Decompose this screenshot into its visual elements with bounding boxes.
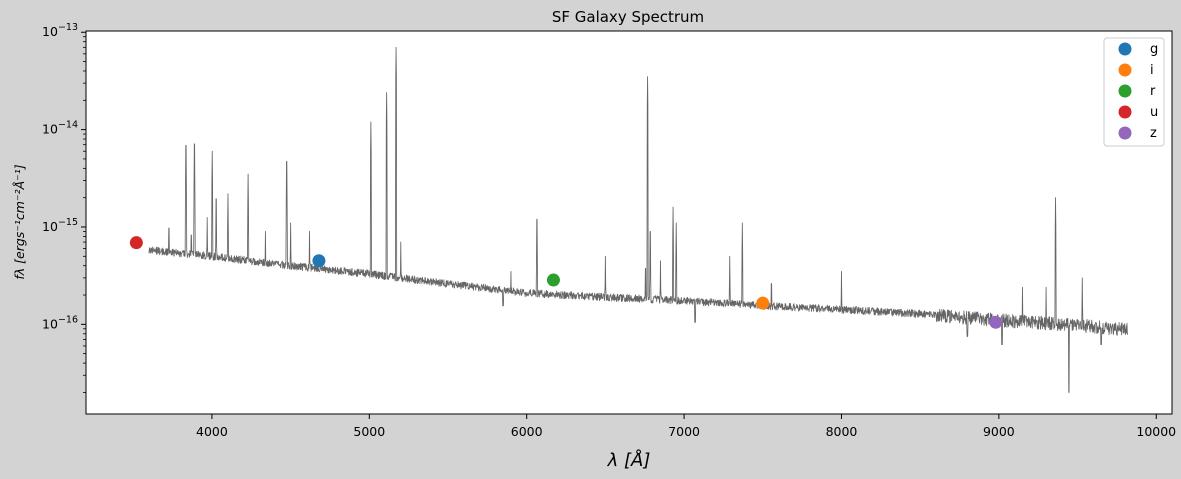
legend-marker-i bbox=[1118, 63, 1132, 77]
legend-marker-g bbox=[1118, 42, 1132, 56]
band-point-r bbox=[546, 273, 560, 287]
legend-marker-z bbox=[1118, 126, 1132, 140]
spectrum-line bbox=[148, 46, 1129, 393]
x-tick-label-4000: 4000 bbox=[196, 424, 228, 439]
x-tick-label-6000: 6000 bbox=[511, 424, 543, 439]
band-point-g bbox=[312, 254, 326, 268]
legend-label-g: g bbox=[1150, 42, 1158, 57]
spectrum-layer bbox=[148, 46, 1129, 393]
x-axis-label: λ [Å] bbox=[607, 449, 651, 471]
x-tick-label-5000: 5000 bbox=[353, 424, 385, 439]
x-axis: 4000 5000 6000 7000 8000 9000 10000 bbox=[196, 414, 1176, 439]
legend-label-u: u bbox=[1150, 105, 1158, 120]
plot-frame bbox=[85, 30, 1173, 415]
legend-label-i: i bbox=[1150, 63, 1154, 78]
x-tick-label-9000: 9000 bbox=[983, 424, 1015, 439]
x-tick-label-8000: 8000 bbox=[826, 424, 858, 439]
legend-label-r: r bbox=[1150, 84, 1156, 99]
legend-label-z: z bbox=[1150, 126, 1157, 141]
band-point-i bbox=[756, 296, 770, 310]
y-axis-label: fλ [ergs⁻¹cm⁻²Å⁻¹] bbox=[12, 164, 27, 279]
legend-box bbox=[1103, 37, 1165, 147]
plot-area bbox=[86, 31, 1172, 414]
legend-marker-u bbox=[1118, 105, 1132, 119]
band-point-u bbox=[129, 236, 143, 250]
x-tick-label-7000: 7000 bbox=[668, 424, 700, 439]
band-point-z bbox=[989, 315, 1003, 329]
legend-marker-r bbox=[1118, 84, 1132, 98]
band-points bbox=[129, 236, 1003, 329]
x-tick-label-10000: 10000 bbox=[1136, 424, 1176, 439]
chart-title: SF Galaxy Spectrum bbox=[552, 8, 704, 26]
